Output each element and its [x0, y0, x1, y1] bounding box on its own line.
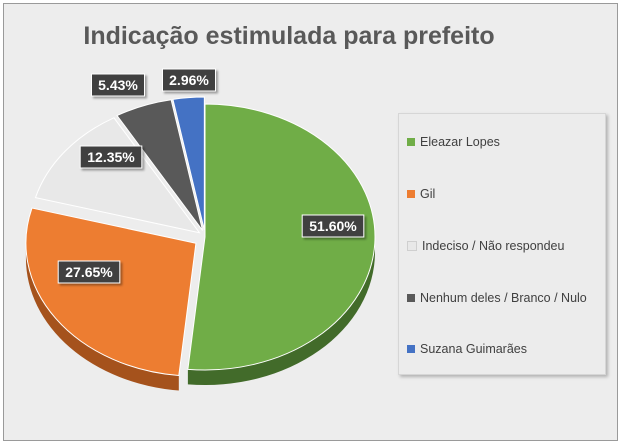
- legend-swatch: [407, 294, 415, 302]
- pie-slice: [172, 96, 205, 231]
- legend-item-nenhum: Nenhum deles / Branco / Nulo: [407, 290, 587, 306]
- data-label: 51.60%: [301, 214, 365, 238]
- legend-swatch: [407, 190, 415, 198]
- pie-slice-side: [25, 243, 179, 391]
- svg-text:27.65%: 27.65%: [65, 264, 113, 280]
- data-label: 12.35%: [79, 145, 143, 169]
- legend-swatch: [407, 241, 417, 251]
- data-label: 5.43%: [91, 73, 145, 97]
- pie-slice: [187, 103, 376, 371]
- data-label: 27.65%: [57, 260, 121, 284]
- legend-label: Indeciso / Não respondeu: [422, 239, 565, 253]
- legend-item-suzana: Suzana Guimarães: [407, 341, 527, 357]
- legend: Eleazar Lopes Gil Indeciso / Não respond…: [398, 113, 606, 375]
- legend-item-eleazar: Eleazar Lopes: [407, 134, 500, 150]
- legend-label: Gil: [420, 187, 436, 201]
- legend-item-gil: Gil: [407, 186, 435, 202]
- legend-label: Eleazar Lopes: [420, 135, 500, 149]
- svg-text:5.43%: 5.43%: [98, 77, 138, 93]
- legend-swatch: [407, 345, 415, 353]
- data-label: 2.96%: [162, 68, 216, 92]
- legend-label: Nenhum deles / Branco / Nulo: [420, 291, 587, 305]
- svg-text:2.96%: 2.96%: [169, 72, 209, 88]
- legend-label: Suzana Guimarães: [420, 342, 528, 356]
- svg-text:51.60%: 51.60%: [309, 218, 357, 234]
- svg-text:12.35%: 12.35%: [87, 149, 135, 165]
- pie-slice: [25, 207, 197, 377]
- pie-slice: [116, 99, 204, 231]
- chart-title: Indicação estimulada para prefeito: [83, 22, 495, 50]
- legend-swatch: [407, 138, 415, 146]
- legend-item-indeciso: Indeciso / Não respondeu: [407, 238, 564, 254]
- pie-slice: [34, 117, 201, 234]
